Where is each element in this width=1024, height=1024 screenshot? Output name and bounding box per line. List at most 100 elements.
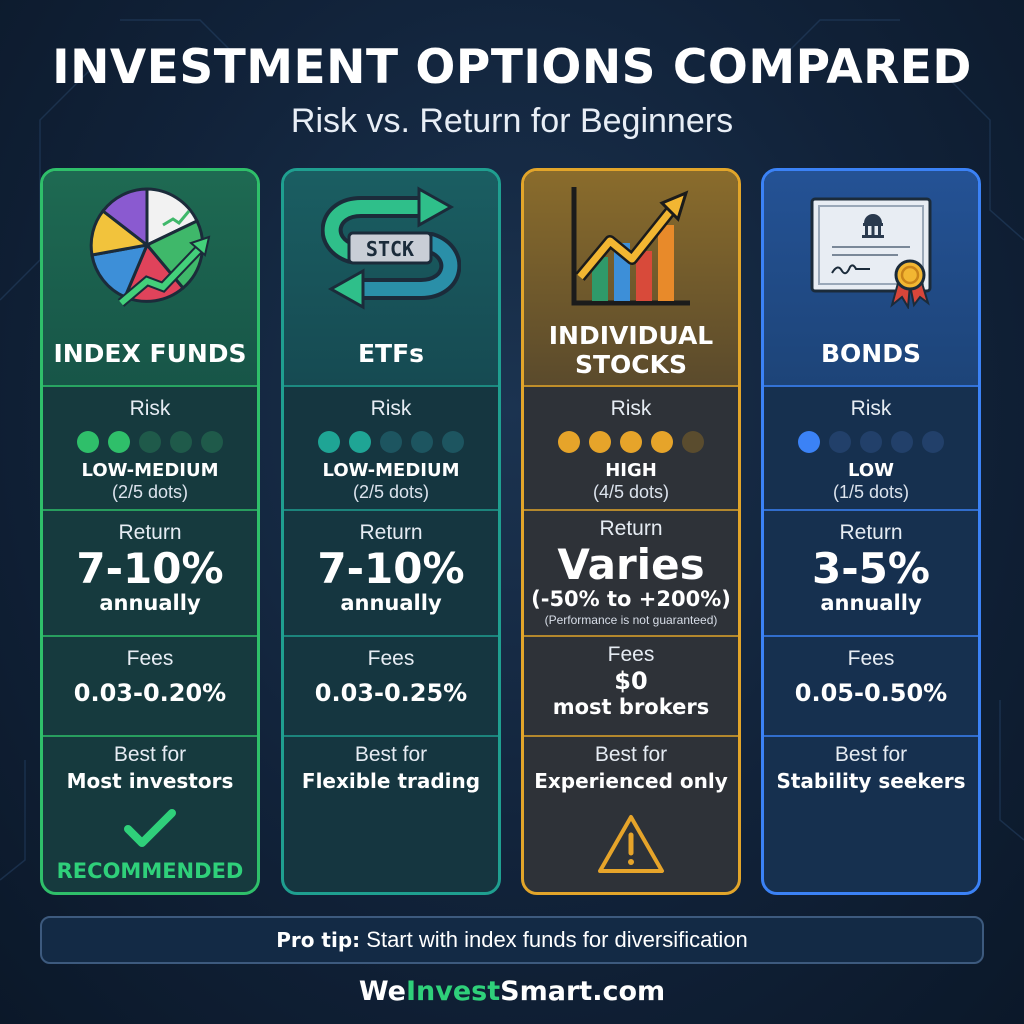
risk-section: Risk LOW (1/5 dots) xyxy=(764,397,978,503)
risk-section: Risk HIGH (4/5 dots) xyxy=(524,397,738,503)
divider xyxy=(764,509,978,511)
divider xyxy=(764,635,978,637)
risk-dot-empty xyxy=(201,431,223,453)
card-title: BONDS xyxy=(821,339,921,368)
best-value: Stability seekers xyxy=(776,769,966,793)
risk-level: LOW-MEDIUM xyxy=(322,460,460,481)
return-sub: annually xyxy=(99,591,201,615)
risk-level: LOW-MEDIUM xyxy=(81,460,219,481)
card-header: STCK ETFs xyxy=(284,171,498,387)
divider xyxy=(764,735,978,737)
fees-sub: most brokers xyxy=(552,695,710,719)
card-etfs: STCK ETFs Risk LOW-MEDIUM (2/5 dots) Ret… xyxy=(281,168,501,895)
return-label: Return xyxy=(118,521,182,544)
return-value: Varies xyxy=(557,540,705,589)
warning-icon xyxy=(598,815,664,873)
best-label: Best for xyxy=(113,743,187,766)
divider xyxy=(524,735,738,737)
risk-dot-empty xyxy=(922,431,944,453)
best-for-section: Best for Flexible trading xyxy=(284,743,498,793)
risk-dot-filled xyxy=(77,431,99,453)
risk-label: Risk xyxy=(850,397,892,420)
risk-dots xyxy=(43,431,257,453)
fees-section: Fees $0 most brokers xyxy=(524,643,738,719)
risk-section: Risk LOW-MEDIUM (2/5 dots) xyxy=(284,397,498,503)
card-header: INDEX FUNDS xyxy=(43,171,257,387)
risk-dot-empty xyxy=(829,431,851,453)
return-section: Return 7-10% annually xyxy=(284,521,498,615)
return-section: Return Varies (-50% to +200%) (Performan… xyxy=(524,517,738,627)
page-title: INVESTMENT OPTIONS COMPARED xyxy=(52,40,972,95)
risk-dot-empty xyxy=(891,431,913,453)
pro-tip-text: Start with index funds for diversificati… xyxy=(366,927,748,952)
card-header: BONDS xyxy=(764,171,978,387)
risk-dot-empty xyxy=(442,431,464,453)
divider xyxy=(284,635,498,637)
best-label: Best for xyxy=(594,743,668,766)
brand-part-domain: .com xyxy=(592,976,666,1007)
return-label: Return xyxy=(359,521,423,544)
card-title-line2: STOCKS xyxy=(574,350,688,379)
recommended-label: RECOMMENDED xyxy=(56,859,244,883)
risk-dot-filled xyxy=(558,431,580,453)
stock-exchange-arrows-icon: STCK xyxy=(321,186,461,310)
brand-logo: WeInvestSmart.com xyxy=(0,976,1024,1007)
return-range: (-50% to +200%) xyxy=(531,587,731,611)
risk-note: (4/5 dots) xyxy=(592,482,670,502)
risk-dots xyxy=(284,431,498,453)
risk-dot-empty xyxy=(411,431,433,453)
fees-label: Fees xyxy=(367,647,415,670)
warning-badge xyxy=(524,813,738,875)
return-sub: annually xyxy=(820,591,922,615)
divider xyxy=(524,509,738,511)
divider xyxy=(43,735,257,737)
return-label: Return xyxy=(599,517,663,540)
fees-section: Fees 0.03-0.20% xyxy=(43,647,257,707)
best-for-section: Best for Experienced only xyxy=(524,743,738,793)
risk-dot-filled xyxy=(620,431,642,453)
risk-level: HIGH xyxy=(605,460,657,481)
bond-certificate-icon xyxy=(810,197,932,309)
risk-dots xyxy=(764,431,978,453)
fees-label: Fees xyxy=(126,647,174,670)
brand-part-we: We xyxy=(358,976,406,1007)
return-value: 3-5% xyxy=(812,544,930,593)
page-subtitle: Risk vs. Return for Beginners xyxy=(290,102,734,140)
fees-label: Fees xyxy=(847,647,895,670)
divider xyxy=(524,635,738,637)
return-disclaimer: (Performance is not guaranteed) xyxy=(544,613,718,627)
risk-note: (2/5 dots) xyxy=(111,482,189,502)
rising-bar-chart-icon xyxy=(571,187,690,306)
return-label: Return xyxy=(839,521,903,544)
divider xyxy=(43,509,257,511)
risk-level: LOW xyxy=(848,460,894,481)
brand-part-invest: Invest xyxy=(405,976,501,1007)
divider xyxy=(284,509,498,511)
return-section: Return 3-5% annually xyxy=(764,521,978,615)
risk-dot-empty xyxy=(380,431,402,453)
best-value: Most investors xyxy=(66,769,234,793)
divider xyxy=(764,385,978,387)
fees-value: 0.03-0.25% xyxy=(314,679,468,707)
fees-label: Fees xyxy=(607,643,655,666)
risk-label: Risk xyxy=(129,397,171,420)
pie-chart-growth-icon xyxy=(89,187,211,307)
card-title-line1: INDIVIDUAL xyxy=(548,321,714,350)
best-for-section: Best for Most investors xyxy=(43,743,257,793)
fees-value: $0 xyxy=(614,667,648,695)
card-bonds: BONDS Risk LOW (1/5 dots) Return 3-5% an… xyxy=(761,168,981,895)
risk-section: Risk LOW-MEDIUM (2/5 dots) xyxy=(43,397,257,503)
checkmark-icon xyxy=(124,809,176,847)
card-index-funds: INDEX FUNDS Risk LOW-MEDIUM (2/5 dots) R… xyxy=(40,168,260,895)
fees-section: Fees 0.03-0.25% xyxy=(284,647,498,707)
risk-note: (1/5 dots) xyxy=(832,482,910,502)
risk-dot-filled xyxy=(798,431,820,453)
risk-dot-empty xyxy=(170,431,192,453)
risk-dots xyxy=(524,431,738,453)
risk-dot-filled xyxy=(651,431,673,453)
return-section: Return 7-10% annually xyxy=(43,521,257,615)
risk-dot-empty xyxy=(139,431,161,453)
pro-tip-label: Pro tip: xyxy=(276,928,361,952)
divider xyxy=(284,735,498,737)
best-label: Best for xyxy=(354,743,428,766)
